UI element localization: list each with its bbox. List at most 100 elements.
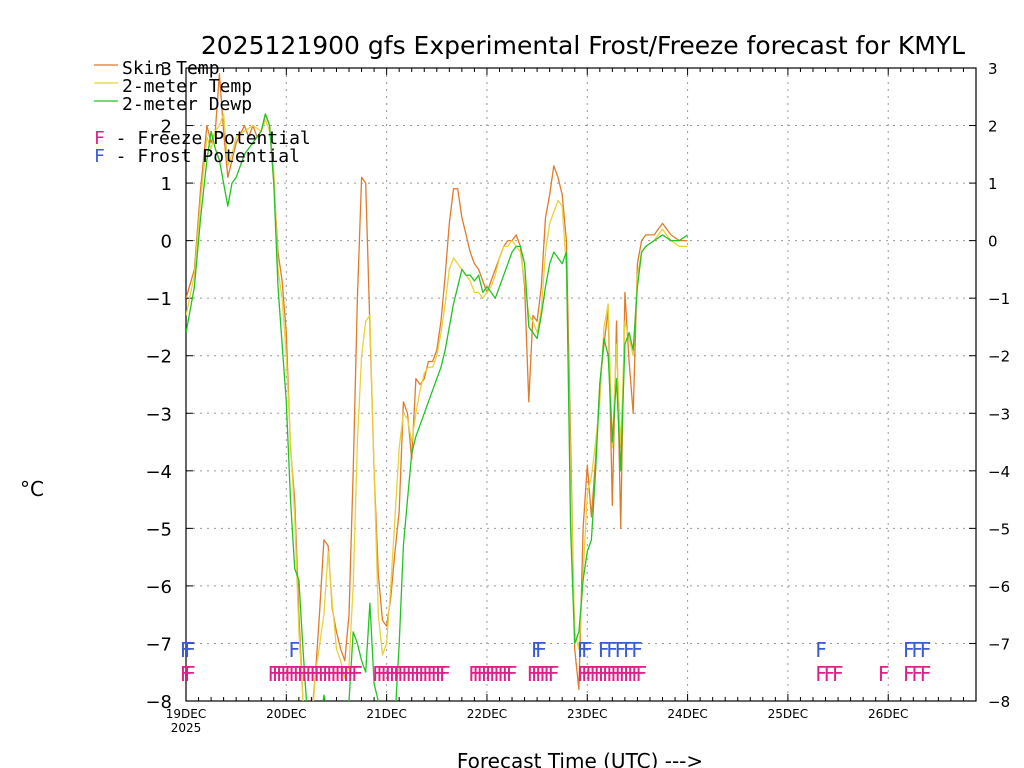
freeze-flag: F — [180, 662, 192, 686]
freeze-flag: F — [427, 662, 439, 686]
legend-flag-freeze: F - Freeze Potential — [94, 128, 311, 149]
freeze-flag: F — [577, 662, 589, 686]
freeze-flag: F — [477, 662, 489, 686]
x-tick-label: 19DEC — [166, 707, 206, 721]
frost-flag: F — [180, 638, 192, 662]
frost-flag: F — [903, 638, 915, 662]
frost-flag: F — [815, 638, 827, 662]
x-tick-label: 22DEC — [467, 707, 507, 721]
freeze-flag: F — [293, 662, 305, 686]
frost-flag: F — [911, 638, 923, 662]
legend-flag-letter: F — [94, 128, 105, 149]
frost-flag: F — [289, 638, 301, 662]
freeze-flag: F — [502, 662, 514, 686]
freeze-flag: F — [305, 662, 317, 686]
y-tick-label-right: −5 — [988, 520, 1010, 538]
y-tick-label-left: −3 — [145, 404, 172, 425]
freeze-flag: F — [606, 662, 618, 686]
freeze-flag: F — [431, 662, 443, 686]
freeze-flag: F — [393, 662, 405, 686]
legend-flag-label: - Freeze Potential — [105, 128, 311, 149]
y-tick-label-right: −2 — [988, 348, 1010, 366]
y-tick-label-left: −5 — [145, 519, 172, 540]
freeze-flag: F — [418, 662, 430, 686]
legend-flag-frost: F - Frost Potential — [94, 146, 300, 167]
frost-flag: F — [531, 638, 543, 662]
legend-label-dewp2m: 2-meter Dewp — [122, 94, 252, 115]
freeze-flag: F — [414, 662, 426, 686]
freeze-flag: F — [410, 662, 422, 686]
freeze-flag: F — [611, 662, 623, 686]
freeze-flag: F — [623, 662, 635, 686]
frost-flag: F — [920, 638, 932, 662]
freeze-flag: F — [481, 662, 493, 686]
freeze-flag: F — [389, 662, 401, 686]
freeze-flag: F — [284, 662, 296, 686]
freeze-flag: F — [397, 662, 409, 686]
freeze-flag: F — [824, 662, 836, 686]
frost-flag: F — [577, 638, 589, 662]
grid — [186, 68, 976, 701]
freeze-flag: F — [297, 662, 309, 686]
y-tick-label-left: 1 — [161, 174, 172, 195]
axes: −8 −8 −7 −7 −6 −6 −5 −5 −4 −4 −3 −3 −2 −2 −1 −1 0 0 1 1 2 2 3 3… — [145, 59, 1010, 735]
freeze-flag: F — [539, 662, 551, 686]
freeze-flag: F — [347, 662, 359, 686]
series-line-temp2m — [186, 113, 688, 701]
y-tick-label-left: 0 — [161, 232, 172, 253]
freeze-flag: F — [581, 662, 593, 686]
y-tick-label-right: −1 — [988, 290, 1010, 308]
freeze-flag: F — [276, 662, 288, 686]
freeze-flag: F — [489, 662, 501, 686]
freeze-flag: F — [422, 662, 434, 686]
freeze-flag: F — [631, 662, 643, 686]
freeze-flag: F — [920, 662, 932, 686]
freeze-flag: F — [314, 662, 326, 686]
series-line-dewp2m — [186, 113, 688, 701]
freeze-flag: F — [531, 662, 543, 686]
freeze-flag: F — [351, 662, 363, 686]
freeze-flag: F — [473, 662, 485, 686]
y-tick-label-left: 2 — [161, 117, 172, 138]
freeze-flag: F — [406, 662, 418, 686]
frost-flag: F — [606, 638, 618, 662]
freeze-flag: F — [594, 662, 606, 686]
y-tick-label-left: −1 — [145, 289, 172, 310]
y-tick-label-right: 1 — [988, 175, 998, 193]
y-tick-label-right: 3 — [988, 60, 998, 78]
freeze-flag: F — [615, 662, 627, 686]
freeze-flag: F — [184, 662, 196, 686]
plot-frame — [185, 67, 977, 702]
x-tick-label: 21DEC — [366, 707, 406, 721]
freeze-flag: F — [326, 662, 338, 686]
freeze-flag: F — [535, 662, 547, 686]
freeze-flag: F — [439, 662, 451, 686]
freeze-flag: F — [493, 662, 505, 686]
y-tick-label-right: −6 — [988, 578, 1010, 596]
series-lines — [186, 73, 688, 701]
y-tick-label-left: 3 — [161, 59, 172, 80]
freeze-flag: F — [335, 662, 347, 686]
x-tick-sublabel: 2025 — [171, 721, 202, 735]
freeze-flag: F — [343, 662, 355, 686]
freeze-flag: F — [619, 662, 631, 686]
frost-flag: F — [581, 638, 593, 662]
freeze-flag: F — [598, 662, 610, 686]
freeze-flag: F — [385, 662, 397, 686]
legend-label-temp2m: 2-meter Temp — [122, 76, 252, 97]
frost-flag: F — [623, 638, 635, 662]
series-line-skin — [186, 73, 688, 701]
freeze-flag: F — [330, 662, 342, 686]
freeze-flag: F — [468, 662, 480, 686]
y-tick-label-right: −4 — [988, 463, 1010, 481]
frost-flag: F — [184, 638, 196, 662]
freeze-flag: F — [548, 662, 560, 686]
x-tick-label: 24DEC — [667, 707, 707, 721]
frost-flag: F — [535, 638, 547, 662]
y-tick-label-left: −6 — [145, 577, 172, 598]
y-tick-label-right: 2 — [988, 118, 998, 136]
x-tick-label: 23DEC — [567, 707, 607, 721]
y-tick-label-right: −7 — [988, 635, 1010, 653]
